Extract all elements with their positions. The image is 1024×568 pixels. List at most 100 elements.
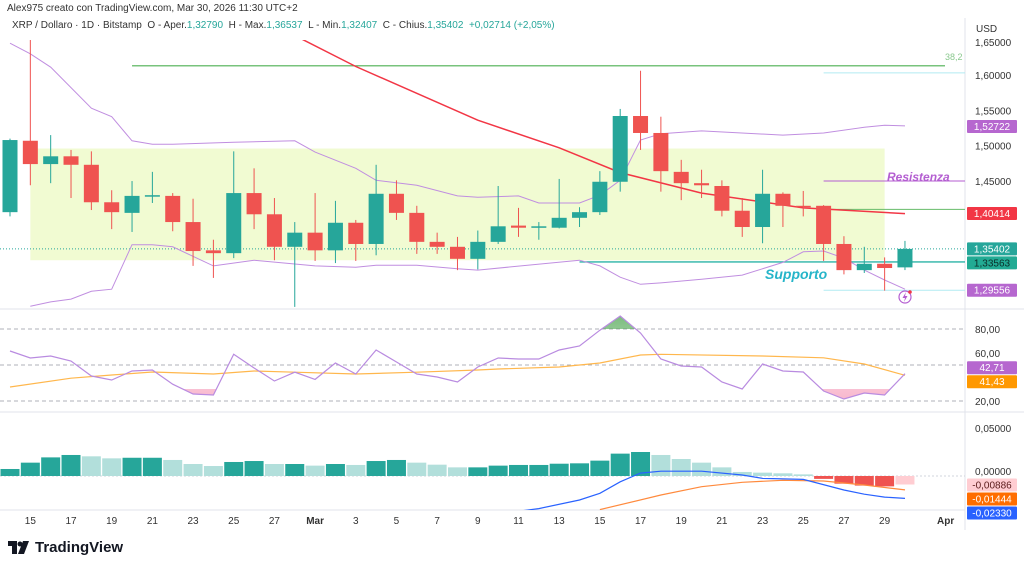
candle[interactable] bbox=[490, 185, 506, 244]
macd-label-text: -0,02330 bbox=[972, 509, 1012, 520]
tradingview-logo[interactable]: TradingView bbox=[8, 539, 123, 556]
candle[interactable] bbox=[83, 151, 99, 211]
candle[interactable] bbox=[165, 193, 181, 232]
macd-histogram-bar bbox=[651, 454, 671, 476]
rsi-ma-line[interactable] bbox=[9, 353, 906, 388]
candle-body bbox=[551, 217, 567, 228]
candle-body bbox=[144, 195, 160, 197]
candle[interactable] bbox=[633, 70, 649, 150]
candle[interactable] bbox=[612, 108, 628, 192]
candle-body bbox=[226, 193, 242, 254]
candle[interactable] bbox=[572, 207, 588, 228]
macd-histogram-bar bbox=[20, 462, 40, 476]
macd-histogram-bar bbox=[488, 465, 508, 476]
candle[interactable] bbox=[592, 171, 608, 215]
candle[interactable] bbox=[327, 200, 343, 264]
candle[interactable] bbox=[531, 222, 547, 240]
candle[interactable] bbox=[714, 180, 730, 217]
date-tick-label: 27 bbox=[269, 516, 281, 527]
candle[interactable] bbox=[124, 181, 140, 232]
macd-signal-line[interactable] bbox=[599, 479, 906, 510]
candle[interactable] bbox=[511, 207, 526, 237]
price-tick-label: 1,60000 bbox=[975, 71, 1012, 82]
candle[interactable] bbox=[449, 236, 465, 271]
macd-line[interactable] bbox=[458, 470, 906, 519]
candle[interactable] bbox=[775, 192, 791, 228]
candle-body bbox=[368, 193, 384, 244]
candle[interactable] bbox=[205, 239, 221, 278]
macd-histogram-bar bbox=[793, 474, 813, 476]
candle[interactable] bbox=[266, 198, 282, 261]
rsi-line[interactable] bbox=[9, 315, 906, 400]
candle-body bbox=[185, 222, 201, 252]
candle-body bbox=[165, 195, 181, 223]
candle[interactable] bbox=[836, 236, 852, 275]
rsi-label-bg bbox=[967, 361, 1017, 375]
macd-histogram-bar bbox=[102, 458, 122, 476]
support-label: Supporto bbox=[765, 266, 828, 282]
candle-body bbox=[307, 232, 323, 251]
candle[interactable] bbox=[226, 151, 242, 259]
candle-body bbox=[22, 140, 38, 165]
macd-histogram-bar bbox=[0, 468, 20, 476]
candle[interactable] bbox=[22, 40, 38, 186]
candle[interactable] bbox=[551, 178, 567, 229]
macd-tick-label: 0,00000 bbox=[975, 467, 1012, 478]
candle[interactable] bbox=[388, 180, 404, 220]
macd-histogram-bar bbox=[895, 476, 915, 485]
candle-body bbox=[734, 210, 750, 228]
candle[interactable] bbox=[856, 246, 872, 273]
bollinger-lower-line[interactable] bbox=[30, 244, 906, 307]
candle[interactable] bbox=[897, 240, 913, 271]
date-tick-label: 25 bbox=[228, 516, 240, 527]
candle[interactable] bbox=[755, 169, 771, 244]
candle[interactable] bbox=[429, 232, 445, 254]
candle[interactable] bbox=[673, 159, 689, 201]
candle[interactable] bbox=[877, 257, 893, 291]
price-label-text: 1,29556 bbox=[974, 286, 1011, 297]
candle-body bbox=[43, 156, 59, 165]
macd-histogram-bar bbox=[854, 476, 874, 486]
candle-body bbox=[388, 193, 404, 213]
rsi-pane[interactable] bbox=[0, 315, 965, 402]
candle[interactable] bbox=[2, 138, 18, 217]
candle[interactable] bbox=[653, 116, 669, 192]
macd-pane[interactable] bbox=[0, 452, 965, 519]
date-tick-label: 21 bbox=[716, 516, 728, 527]
candle[interactable] bbox=[63, 149, 79, 199]
alert-lightning-icon[interactable] bbox=[898, 290, 912, 304]
candle[interactable] bbox=[144, 171, 160, 203]
candle[interactable] bbox=[734, 198, 750, 237]
bollinger-upper-line[interactable] bbox=[9, 42, 906, 204]
symbol-name[interactable]: XRP / Dollaro · 1D · Bitstamp bbox=[12, 20, 142, 31]
candle[interactable] bbox=[409, 205, 425, 254]
candle-body bbox=[327, 222, 343, 251]
candle[interactable] bbox=[348, 219, 364, 261]
currency-label: USD bbox=[976, 24, 997, 35]
candle[interactable] bbox=[43, 135, 59, 184]
candle[interactable] bbox=[816, 205, 832, 261]
candle[interactable] bbox=[246, 168, 262, 230]
candle[interactable] bbox=[470, 230, 486, 270]
candle[interactable] bbox=[795, 190, 811, 217]
candle[interactable] bbox=[307, 193, 323, 261]
macd-label-bg bbox=[967, 506, 1017, 520]
macd-plot[interactable] bbox=[0, 452, 965, 519]
candle[interactable] bbox=[185, 198, 201, 266]
candle[interactable] bbox=[287, 222, 303, 307]
macd-histogram-bar bbox=[509, 464, 528, 476]
price-pane[interactable] bbox=[0, 15, 965, 307]
price-label-bg bbox=[967, 283, 1017, 297]
macd-tick-label: 0,05000 bbox=[975, 424, 1012, 435]
date-tick-label: 17 bbox=[65, 516, 77, 527]
rsi-tick-label: 80,00 bbox=[975, 325, 1000, 336]
date-tick-label: 9 bbox=[475, 516, 481, 527]
candle[interactable] bbox=[104, 190, 120, 230]
candle[interactable] bbox=[368, 164, 384, 256]
candle-body bbox=[694, 183, 710, 186]
high-value: 1,36537 bbox=[266, 20, 303, 31]
macd-histogram-bar bbox=[834, 476, 854, 484]
date-tick-label: 13 bbox=[554, 516, 566, 527]
candle[interactable] bbox=[694, 169, 710, 199]
